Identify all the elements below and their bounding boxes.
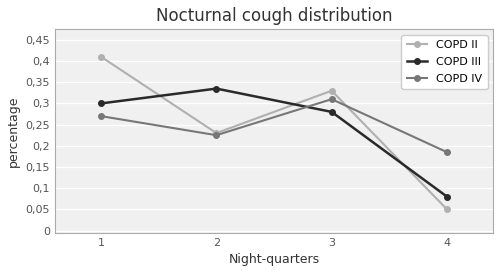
- COPD IV: [214, 133, 220, 137]
- Legend: COPD II, COPD III, COPD IV: COPD II, COPD III, COPD IV: [402, 35, 488, 89]
- COPD IV: [98, 114, 104, 118]
- COPD IV: [444, 150, 450, 154]
- COPD III: [328, 110, 334, 114]
- Line: COPD II: COPD II: [98, 54, 450, 212]
- COPD III: [444, 195, 450, 198]
- Y-axis label: percentage: percentage: [7, 95, 20, 167]
- COPD II: [444, 208, 450, 211]
- COPD II: [98, 55, 104, 58]
- COPD II: [214, 131, 220, 135]
- COPD IV: [328, 97, 334, 101]
- Line: COPD III: COPD III: [98, 86, 450, 199]
- X-axis label: Night-quarters: Night-quarters: [228, 253, 320, 266]
- COPD III: [214, 87, 220, 90]
- Title: Nocturnal cough distribution: Nocturnal cough distribution: [156, 7, 392, 25]
- Line: COPD IV: COPD IV: [98, 96, 450, 155]
- COPD II: [328, 89, 334, 92]
- COPD III: [98, 102, 104, 105]
